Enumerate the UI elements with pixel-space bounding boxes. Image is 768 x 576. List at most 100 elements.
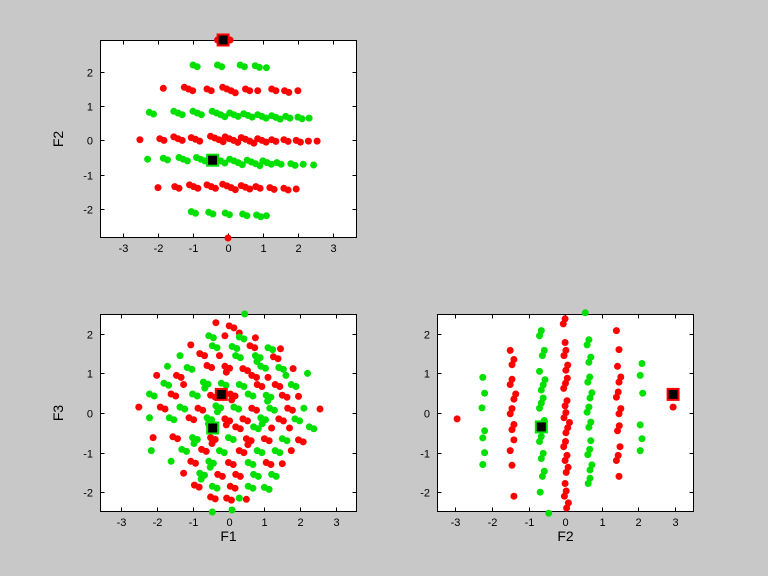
data-point-red (283, 393, 291, 401)
data-point-red (136, 136, 144, 144)
data-point-green (262, 212, 270, 220)
y-tick-label: 0 (87, 136, 93, 148)
data-point-green (636, 421, 644, 429)
data-point-red (256, 184, 264, 192)
data-point-red (224, 234, 232, 242)
data-point-green (262, 364, 269, 372)
data-point-green (545, 509, 553, 517)
data-point-red (228, 396, 236, 404)
data-point-green (541, 376, 549, 384)
data-point-red (294, 87, 302, 95)
data-point-red (279, 417, 287, 425)
data-point-red (510, 421, 518, 428)
data-point-green (150, 110, 157, 118)
data-point-green (241, 310, 249, 318)
data-point-green (146, 414, 153, 422)
data-point-green (639, 389, 647, 397)
data-point-red (292, 185, 300, 193)
data-point-red (268, 424, 276, 432)
data-point-green (249, 484, 257, 492)
data-point-red (236, 472, 244, 480)
x-tick-label: 0 (226, 517, 232, 529)
data-point-green (221, 113, 229, 121)
scatter-series-green (478, 309, 647, 517)
data-point-green (478, 404, 486, 412)
x-tick-label: -1 (525, 517, 535, 529)
y-tick-label: -2 (420, 488, 430, 500)
data-point-green (279, 365, 287, 373)
data-point-red (180, 381, 188, 388)
y-tick-label: -1 (83, 449, 93, 461)
data-point-red (153, 371, 161, 379)
data-point-green (587, 437, 595, 445)
y-tick-label: 2 (87, 68, 93, 80)
data-point-red (316, 405, 324, 413)
data-point-red (154, 184, 162, 192)
data-point-green (479, 461, 487, 468)
y-tick-label: 2 (87, 330, 93, 342)
data-point-red (304, 137, 312, 145)
data-point-green (258, 420, 266, 428)
data-point-red (512, 390, 520, 398)
data-point-green (265, 485, 273, 493)
data-point-red (208, 440, 216, 447)
data-point-green (254, 472, 262, 480)
data-point-green (585, 403, 593, 411)
data-point-red (563, 451, 571, 459)
data-point-red (272, 87, 280, 95)
x-tick-label: 2 (295, 243, 301, 255)
subplot-f1-f3: F3 F1 -3 -2 -1 0 1 2 3 -2 -1 0 1 2 (50, 310, 357, 544)
subplot-f1-f2: F2 -3 -2 -1 0 1 2 3 -2 -1 0 1 2 (50, 33, 357, 255)
data-point-red (236, 425, 244, 433)
y-axis-label-f2: F2 (50, 131, 66, 148)
data-point-red (222, 421, 230, 429)
data-point-green (238, 161, 246, 169)
data-point-red (216, 352, 223, 360)
data-point-green (586, 373, 594, 381)
data-point-green (300, 404, 308, 412)
data-point-green (272, 472, 280, 480)
data-point-red (211, 184, 219, 192)
data-point-green (193, 63, 201, 71)
data-point-red (270, 185, 278, 193)
data-point-red (258, 383, 266, 390)
data-point-green (213, 344, 221, 352)
data-point-red (227, 496, 235, 504)
data-point-red (222, 368, 230, 376)
data-point-green (310, 161, 318, 169)
data-point-green (585, 336, 593, 344)
data-point-red (265, 437, 273, 445)
data-point-green (540, 346, 548, 354)
data-point-green (235, 405, 243, 413)
x-tick-label: 2 (635, 517, 641, 529)
data-point-green (197, 111, 205, 119)
data-point-green (164, 362, 171, 370)
data-point-green (253, 358, 261, 365)
x-tick-label: 3 (333, 517, 339, 529)
data-point-red (510, 492, 518, 500)
data-point-green (209, 210, 217, 218)
data-point-green (540, 467, 548, 475)
data-point-green (170, 416, 178, 424)
data-point-red (194, 184, 202, 192)
data-point-green (588, 389, 596, 397)
data-point-green (257, 213, 265, 221)
data-point-green (249, 461, 257, 468)
data-point-red (254, 87, 262, 95)
data-point-green (537, 432, 545, 440)
data-point-red (221, 332, 229, 340)
data-point-green (213, 408, 221, 416)
scatter-series-green (146, 310, 318, 516)
data-point-red (277, 345, 284, 353)
x-tick-label: -2 (488, 517, 498, 529)
data-point-green (636, 371, 644, 379)
highlighted-point-marker (218, 35, 228, 45)
data-point-red (295, 392, 302, 400)
data-point-green (292, 383, 300, 390)
data-point-red (244, 417, 251, 425)
data-point-green (201, 384, 209, 392)
data-point-red (669, 403, 677, 411)
data-point-red (190, 416, 198, 424)
data-point-green (587, 353, 595, 361)
